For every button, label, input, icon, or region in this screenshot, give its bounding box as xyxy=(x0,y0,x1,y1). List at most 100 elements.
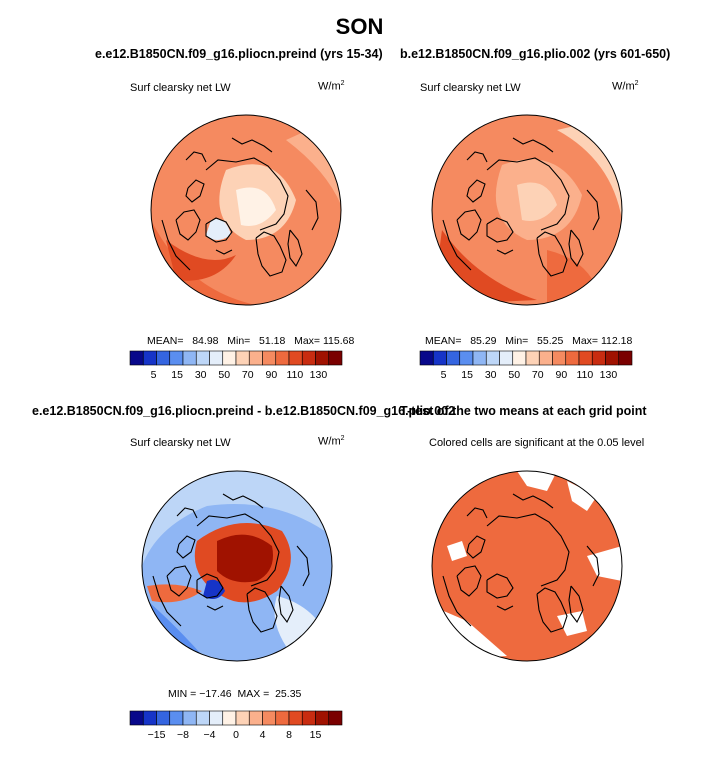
field-region xyxy=(567,481,597,511)
coastline xyxy=(222,493,264,509)
panel3-colorbar-swatch xyxy=(248,710,263,726)
coastline xyxy=(536,231,568,277)
panel3-colorbar-swatch xyxy=(195,710,210,726)
coastline xyxy=(568,229,584,268)
panel2-variable: Surf clearsky net LW xyxy=(420,82,521,94)
panel3-colorbar-tick-label: −4 xyxy=(204,729,216,741)
panel3-colorbar-swatch xyxy=(129,710,144,726)
panel1-colorbar-swatch xyxy=(182,350,197,366)
coastline xyxy=(205,157,289,231)
panel1-colorbar-swatch xyxy=(235,350,250,366)
field-region xyxy=(206,219,231,240)
panel1-units: W/m2 xyxy=(318,80,345,93)
panel3-colorbar-tick-label: 8 xyxy=(286,729,292,741)
panel3-colorbar-swatch xyxy=(209,710,224,726)
panel3-colorbar-swatch xyxy=(142,710,157,726)
coastline xyxy=(486,573,514,599)
coastline xyxy=(456,209,482,241)
coastline xyxy=(166,565,192,597)
map-border xyxy=(150,114,342,306)
panel4-subtitle: Colored cells are significant at the 0.0… xyxy=(429,437,645,449)
panel2-colorbar-swatch xyxy=(605,350,620,366)
coastline xyxy=(185,151,207,163)
panel3-colorbar: −15 −8 −4 0 4 8 15 xyxy=(129,710,343,741)
field-region xyxy=(587,546,622,581)
coastline xyxy=(486,217,514,243)
coastline xyxy=(486,157,570,231)
field-region xyxy=(142,471,332,566)
panel1-colorbar-tick-label: 70 xyxy=(242,369,254,381)
panel1-colorbar-tick-label: 90 xyxy=(265,369,277,381)
coastline xyxy=(152,575,182,627)
panel3-colorbar-swatch xyxy=(301,710,316,726)
panel1-colorbar-swatch xyxy=(222,350,237,366)
panel2-colorbar-swatch xyxy=(419,350,434,366)
field-region xyxy=(517,182,557,221)
panel2-colorbar-swatch xyxy=(485,350,500,366)
panel1-polar-map xyxy=(150,114,342,306)
coastline xyxy=(296,545,310,587)
panel2-colorbar: 5 15 30 50 70 90 110 130 xyxy=(419,350,633,381)
main-title: SON xyxy=(335,14,384,39)
coastline xyxy=(176,535,196,559)
panel3-stats: MIN = −17.46 MAX = 25.35 xyxy=(168,688,302,700)
field-region xyxy=(236,187,276,226)
panel1-colorbar-tick-label: 50 xyxy=(218,369,230,381)
panel3-colorbar-swatch xyxy=(169,710,184,726)
panel3-title: e.e12.B1850CN.f09_g16.pliocn.preind - b.… xyxy=(32,404,456,418)
panel2-colorbar-tick-label: 15 xyxy=(461,369,473,381)
panel3-colorbar-tick-label: 15 xyxy=(310,729,322,741)
coastline xyxy=(586,189,600,231)
panel3-colorbar-swatch xyxy=(182,710,197,726)
panel1-colorbar-tick-label: 15 xyxy=(171,369,183,381)
panel2-colorbar-tick-label: 110 xyxy=(577,369,594,381)
panel2-colorbar-tick-label: 90 xyxy=(555,369,567,381)
panel1-colorbar-swatch xyxy=(301,350,316,366)
coastline xyxy=(278,585,294,624)
panel2-colorbar-tick-label: 130 xyxy=(600,369,618,381)
panel2-colorbar-swatch xyxy=(525,350,540,366)
coastline xyxy=(496,605,514,611)
panel1-colorbar-swatch xyxy=(169,350,184,366)
panel3-colorbar-swatch xyxy=(222,710,237,726)
panel1-colorbar-swatch xyxy=(142,350,157,366)
panel1-title: e.e12.B1850CN.f09_g16.pliocn.preind (yrs… xyxy=(95,47,383,61)
panel1-colorbar-swatch xyxy=(315,350,330,366)
panel1-colorbar-swatch xyxy=(288,350,303,366)
panel2-colorbar-swatch xyxy=(591,350,606,366)
panel2-units: W/m2 xyxy=(612,80,639,93)
panel1-colorbar-swatch xyxy=(275,350,290,366)
panel2-colorbar-swatch xyxy=(446,350,461,366)
panel1-colorbar-swatch xyxy=(156,350,171,366)
coastline xyxy=(512,137,554,153)
panel4-title: T-test of the two means at each grid poi… xyxy=(400,404,647,418)
panel3-polar-map xyxy=(141,470,333,662)
panel1-colorbar-tick-label: 130 xyxy=(310,369,328,381)
panel2-colorbar-tick-label: 70 xyxy=(532,369,544,381)
field-region xyxy=(447,541,467,561)
panel4-polar-map xyxy=(431,470,623,662)
coastline xyxy=(486,513,570,587)
panel3-colorbar-tick-label: −15 xyxy=(148,729,166,741)
panel2-colorbar-swatch xyxy=(552,350,567,366)
panel2-colorbar-swatch xyxy=(578,350,593,366)
panel1-colorbar-tick-label: 110 xyxy=(287,369,304,381)
coastline xyxy=(536,587,568,633)
panel1-colorbar-tick-label: 30 xyxy=(195,369,207,381)
panel3-colorbar-swatch xyxy=(328,710,343,726)
coastline xyxy=(496,249,514,255)
coastline xyxy=(442,575,472,627)
panel1-variable: Surf clearsky net LW xyxy=(130,82,231,94)
coastline xyxy=(466,179,486,203)
panel2-colorbar-swatch xyxy=(565,350,580,366)
coastline xyxy=(206,605,224,611)
coastline xyxy=(161,219,191,271)
coastline xyxy=(246,587,278,633)
coastline xyxy=(176,507,198,519)
panel2-colorbar-swatch xyxy=(618,350,633,366)
panel3-colorbar-swatch xyxy=(275,710,290,726)
panel3-colorbar-tick-label: 4 xyxy=(260,729,266,741)
coastline xyxy=(568,585,584,624)
coastline xyxy=(305,189,319,231)
panel2-colorbar-swatch xyxy=(459,350,474,366)
